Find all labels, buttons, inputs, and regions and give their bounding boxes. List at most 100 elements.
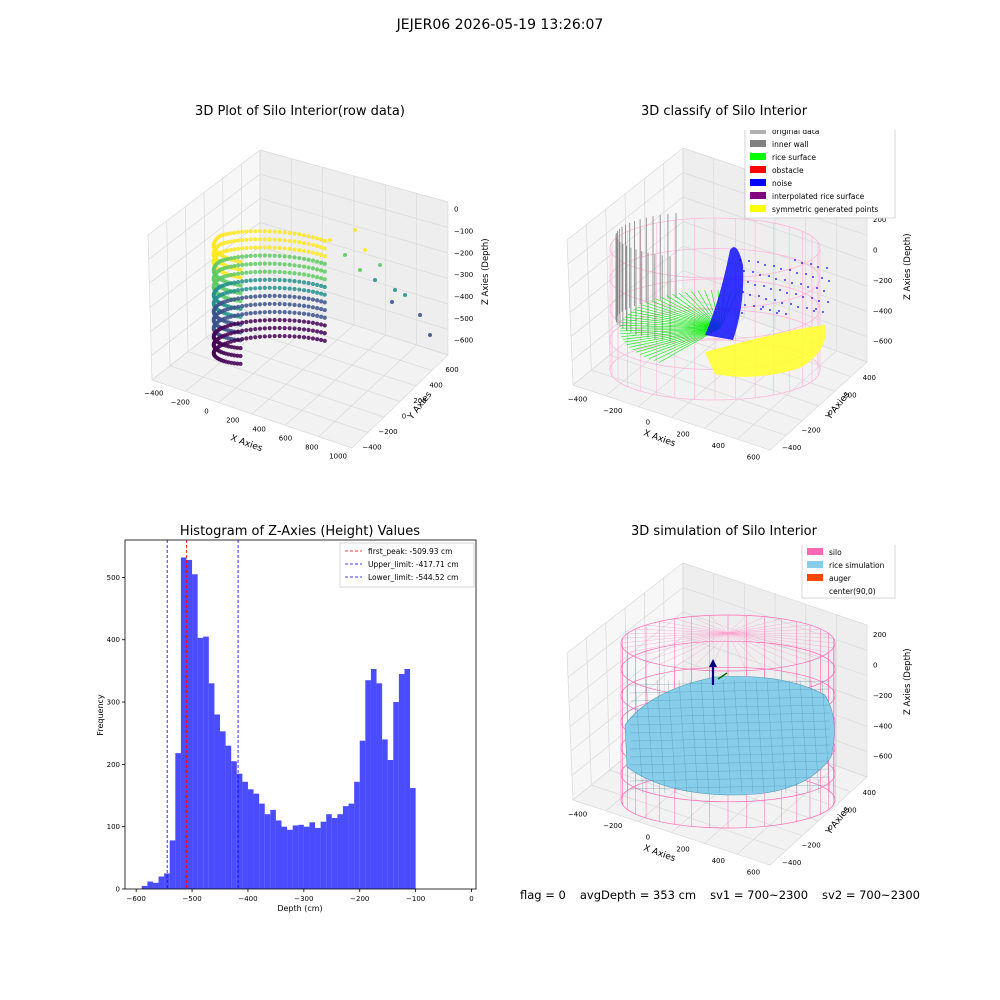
data-point [257,310,263,315]
histogram-bar [303,826,310,889]
x-tick-label: 600 [747,454,760,462]
data-point [322,284,327,290]
data-point [228,272,234,278]
data-point [257,326,263,331]
data-point [310,235,316,240]
data-point [277,277,282,283]
mesh-line [645,679,655,794]
data-point [297,295,302,300]
data-point [236,279,241,285]
histogram-bar [320,821,327,889]
left-pane [567,148,683,385]
x-tick-label: 800 [305,443,318,451]
data-point [253,335,258,340]
data-point [310,258,316,263]
data-point [378,263,382,267]
data-point [248,270,253,275]
z-tick-label: 0 [873,247,877,255]
y-tick-label: −200 [801,842,820,850]
y-tick-label: 500 [107,574,120,582]
data-point [318,260,324,265]
data-point [301,280,307,285]
roof-rib [691,632,729,670]
data-point [240,304,245,309]
data-point [277,333,282,339]
rice-surface [633,309,721,329]
sv1-text: sv1 = 700~2300 [710,888,809,902]
data-point [248,311,253,316]
data-point [292,263,297,268]
noise-point [763,285,765,287]
data-point [228,247,234,253]
data-point [318,283,324,289]
noise-point [781,302,783,304]
data-point [301,248,307,254]
data-point [358,268,362,272]
data-point [306,335,311,340]
grid-line [351,354,449,449]
x-tick-label: −400 [568,810,587,818]
data-point [292,247,297,252]
data-point [287,254,292,259]
classify-3d-plot: −400 −200 0 200 400 600 −400 −200 0 200 400 200 0 −20… [566,130,913,462]
data-point [257,302,263,307]
data-point [225,340,230,345]
mesh-line [629,696,831,702]
histogram-bar [275,820,282,889]
rice-surface [620,327,721,332]
data-point [228,289,234,294]
legend-label: Lower_limit: -544.52 cm [368,573,458,582]
roof-rib [727,632,765,670]
data-point [310,242,316,248]
mesh-line [629,760,831,766]
y-axis-label: Y Axies [406,390,435,423]
legend-label: interpolated rice surface [772,192,865,201]
axes-box [147,149,449,449]
roof-rib [727,632,782,668]
noise-point [765,298,767,300]
data-point [315,259,320,264]
data-point [297,287,302,292]
data-point [272,301,277,307]
grid-line [769,361,868,451]
histogram-bar [186,559,193,889]
noise-point [797,306,799,308]
data-point [236,238,241,243]
data-point [301,264,307,269]
data-point [297,255,302,261]
rice-surface [621,327,721,337]
data-point [318,237,324,242]
histogram-bar [259,803,265,889]
noise-point [743,270,745,272]
data-point [272,229,277,234]
panel3-title: Histogram of Z-Axies (Height) Values [179,524,421,539]
y-tick-label: −200 [378,428,397,436]
noise-point [739,259,741,261]
data-point [248,286,253,291]
histogram-bar [247,789,254,889]
data-point [306,281,311,286]
simulation-3d-plot: −400 −200 0 200 400 600 −400 −200 0 200 400 200 0 −20… [566,545,913,877]
data-point [287,286,292,291]
data-point [232,288,237,294]
data-point [232,313,237,318]
data-point [310,281,316,287]
data-point [253,310,258,315]
noise-point [813,310,815,312]
data-point [315,321,320,326]
data-point [225,248,230,253]
mesh-line [777,679,787,794]
x-tick-label: 0 [646,834,650,842]
noise-point [762,306,764,308]
data-point [257,294,263,299]
data-point [248,319,253,324]
data-point [301,241,307,246]
histogram-bar [404,669,411,889]
data-point [225,231,230,236]
mesh-line [629,704,831,710]
data-point [297,311,302,316]
data-point [240,279,245,284]
data-point [277,237,282,243]
data-point [238,275,243,280]
data-point [322,261,327,267]
